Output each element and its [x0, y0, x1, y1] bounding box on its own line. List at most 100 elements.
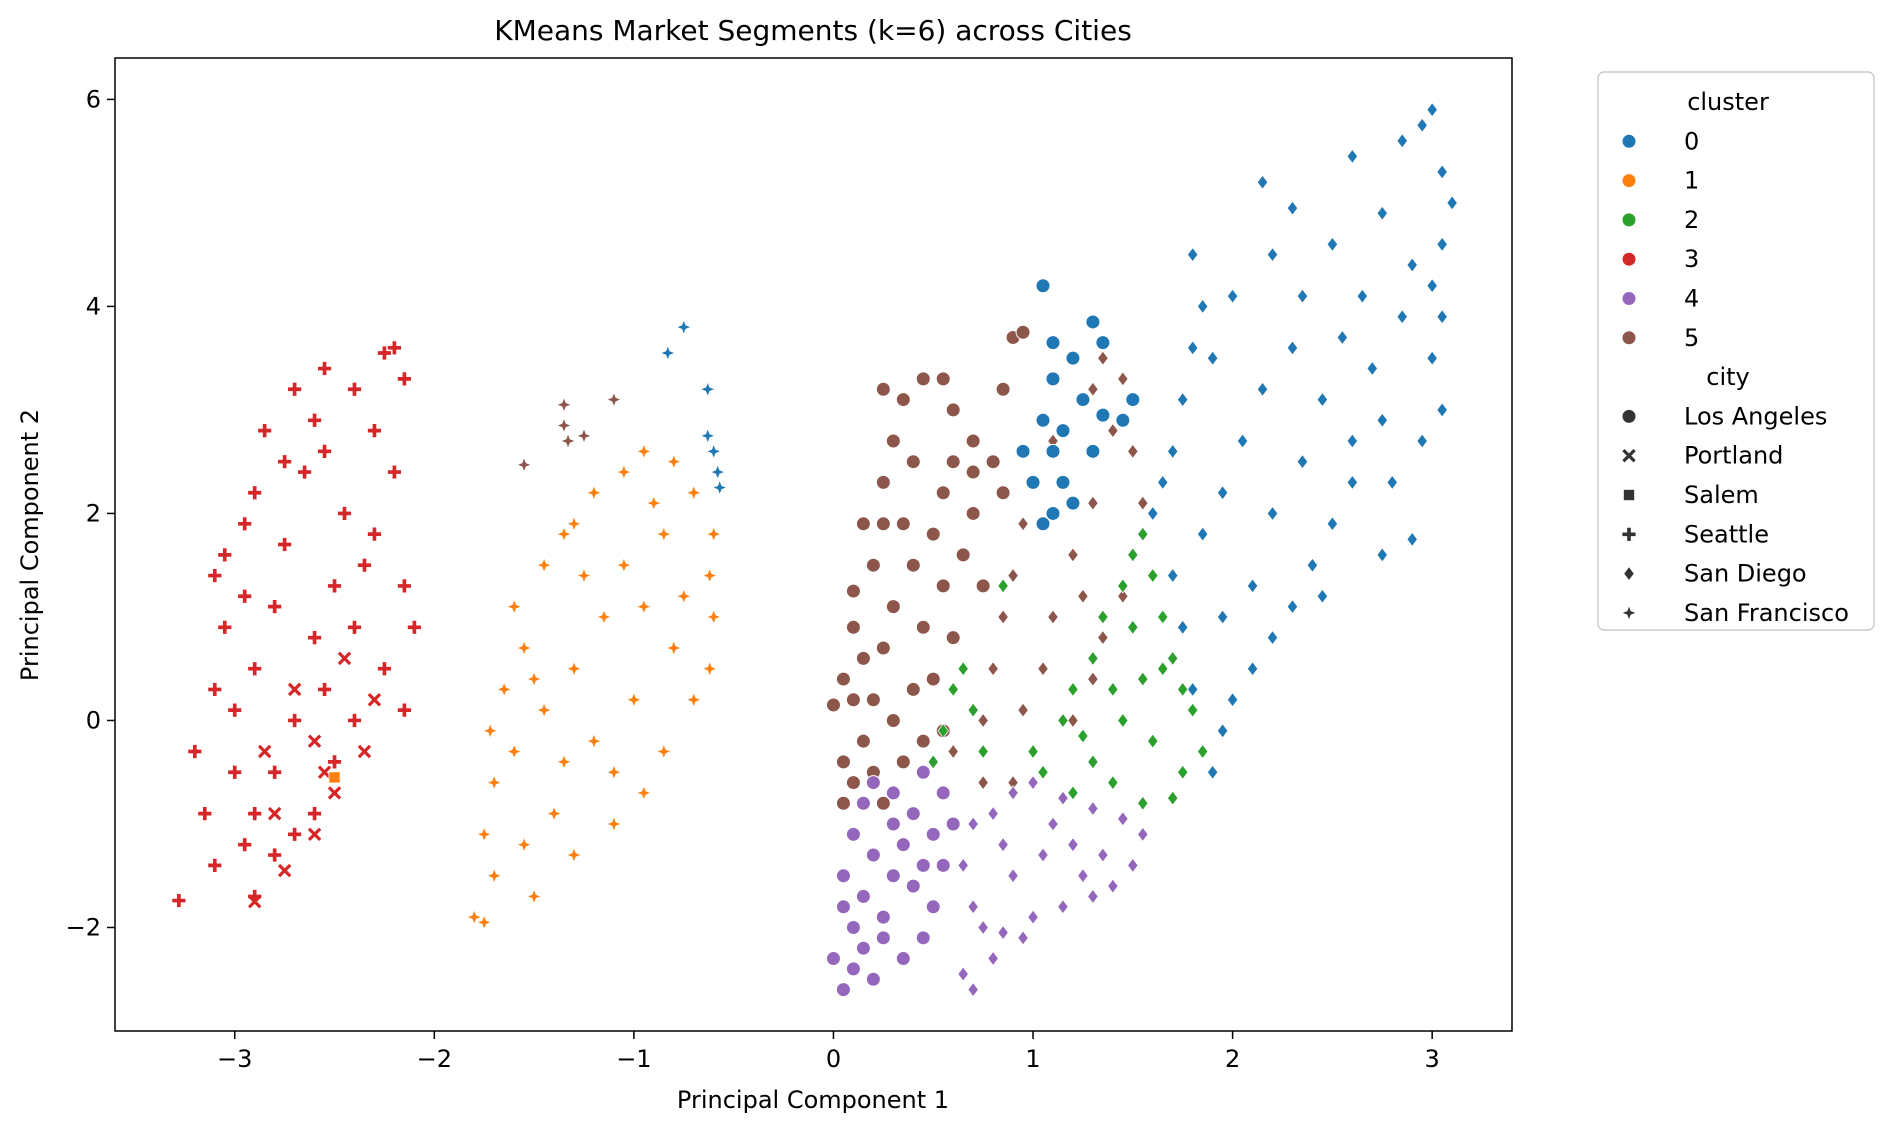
data-point: [997, 837, 1009, 853]
data-point: [307, 412, 322, 428]
data-point: [327, 786, 342, 800]
data-point: [486, 774, 503, 791]
data-point: [476, 914, 493, 931]
data-point: [1007, 868, 1019, 884]
data-point: [1087, 381, 1099, 397]
data-point: [711, 479, 728, 496]
y-tick-label: 0: [86, 706, 101, 734]
data-point: [396, 371, 412, 387]
data-point: [675, 588, 692, 605]
data-point: [997, 924, 1009, 941]
legend-title-city: city: [1706, 363, 1749, 391]
data-point: [1057, 712, 1069, 729]
data-point: [636, 785, 652, 801]
data-point: [1007, 567, 1019, 584]
data-point: [1037, 764, 1049, 780]
data-point: [1075, 392, 1091, 408]
legend-label: Seattle: [1684, 520, 1769, 548]
legend-label: 3: [1684, 245, 1699, 273]
data-point: [566, 847, 582, 863]
data-point: [1406, 531, 1418, 547]
data-point: [526, 671, 542, 687]
data-point: [927, 754, 939, 770]
data-point: [606, 816, 622, 832]
data-point: [1166, 443, 1179, 460]
data-point: [1366, 360, 1379, 377]
data-point: [845, 919, 861, 935]
data-point: [636, 443, 652, 460]
data-point: [1346, 474, 1359, 491]
y-tick-label: 6: [86, 85, 101, 113]
data-point: [1025, 474, 1041, 490]
data-point: [616, 557, 632, 574]
data-point: [377, 345, 392, 361]
data-point: [347, 381, 362, 397]
data-point: [1117, 371, 1129, 387]
x-tick-label: 3: [1425, 1045, 1440, 1073]
data-point: [626, 691, 642, 708]
data-point: [1057, 790, 1069, 806]
data-point: [1085, 314, 1101, 330]
data-point: [895, 951, 911, 967]
data-point: [957, 661, 969, 677]
data-point: [317, 361, 332, 376]
data-point: [1137, 795, 1149, 811]
data-point: [875, 640, 891, 656]
data-point: [287, 826, 303, 842]
data-point: [1027, 909, 1039, 925]
data-point: [935, 785, 951, 801]
data-point: [665, 640, 682, 656]
data-point: [1015, 443, 1031, 459]
data-point: [855, 888, 871, 904]
data-point: [247, 806, 263, 822]
data-point: [556, 754, 572, 770]
data-point: [1386, 474, 1399, 491]
data-point: [546, 805, 562, 822]
data-point: [967, 816, 979, 832]
legend-marker: [1623, 565, 1635, 582]
data-point: [536, 557, 552, 574]
data-point: [915, 764, 931, 780]
data-point: [1027, 774, 1039, 791]
data-point: [705, 443, 722, 460]
data-point: [207, 568, 223, 583]
data-point: [1436, 402, 1448, 418]
data-point: [1316, 588, 1329, 604]
data-point: [1037, 847, 1049, 863]
data-point: [977, 743, 989, 760]
data-point: [997, 609, 1009, 625]
data-point: [925, 899, 941, 915]
data-point: [925, 526, 941, 542]
data-point: [1097, 629, 1109, 646]
data-point: [977, 919, 989, 936]
data-point: [915, 857, 931, 873]
data-point: [396, 702, 412, 718]
data-point: [1087, 650, 1099, 667]
data-point: [197, 806, 213, 822]
data-point: [935, 857, 951, 873]
data-point: [705, 609, 722, 625]
data-point: [466, 909, 483, 925]
data-point: [327, 754, 342, 770]
data-point: [855, 733, 871, 749]
data-point: [1067, 837, 1079, 853]
data-point: [685, 484, 702, 501]
data-point: [1166, 567, 1179, 584]
data-point: [227, 702, 243, 718]
data-point: [1346, 433, 1359, 449]
data-point: [957, 966, 969, 982]
data-point: [1166, 790, 1179, 806]
data-point: [1396, 133, 1408, 149]
data-point: [287, 713, 303, 728]
data-point: [1067, 785, 1079, 801]
data-point: [576, 567, 592, 584]
data-point: [855, 940, 871, 956]
data-point: [1186, 702, 1199, 718]
data-point: [935, 485, 951, 501]
data-point: [1035, 412, 1051, 428]
data-point: [482, 722, 499, 739]
data-point: [526, 888, 542, 905]
data-point: [1376, 205, 1389, 221]
data-point: [1206, 764, 1219, 780]
